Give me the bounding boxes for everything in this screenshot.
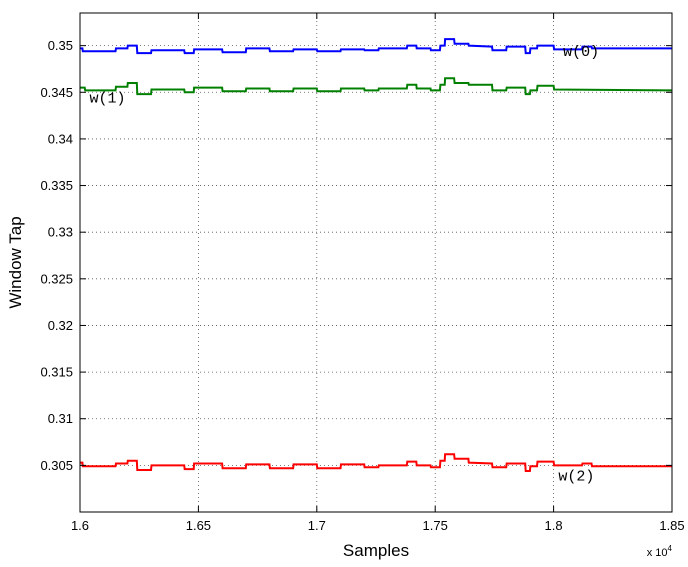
y-axis-label: Window Tap (6, 216, 25, 308)
x-axis-multiplier-base: x 10 (647, 547, 668, 559)
plot-frame (79, 12, 673, 513)
annotations: w(0) w(1) w(2) (89, 44, 599, 485)
y-tick-label: 0.32 (48, 318, 73, 333)
curve-label: w(2) (558, 468, 594, 485)
x-tick-label: 1.6 (71, 518, 89, 533)
y-tick-label: 0.325 (40, 271, 73, 286)
x-axis-label: Samples (343, 541, 409, 560)
x-tick-label: 1.75 (423, 518, 448, 533)
x-tick-label: 1.8 (545, 518, 563, 533)
y-tick-label: 0.31 (48, 411, 73, 426)
curve-label: w(0) (563, 44, 599, 61)
y-tick-label: 0.35 (48, 38, 73, 53)
y-tick-label: 0.315 (40, 365, 73, 380)
series-line (80, 453, 672, 472)
y-tick-label: 0.33 (48, 225, 73, 240)
x-tick-label: 1.65 (186, 518, 211, 533)
series-line (80, 38, 672, 55)
curve-label: w(1) (89, 91, 125, 108)
y-tick-label: 0.305 (40, 458, 73, 473)
grid (80, 13, 672, 512)
y-tick-label: 0.345 (40, 85, 73, 100)
x-axis-multiplier: x 104 (647, 544, 673, 559)
ticks (79, 13, 673, 512)
y-tick-label: 0.335 (40, 178, 73, 193)
series-layer (80, 38, 673, 472)
y-tick-label: 0.34 (48, 131, 73, 146)
x-axis-multiplier-exponent: 4 (668, 544, 673, 553)
series-line (80, 77, 673, 96)
tick-labels: 1.6 1.65 1.7 1.75 1.8 1.85 0.305 0.31 0.315 0.32 0… (40, 38, 684, 533)
x-tick-label: 1.7 (308, 518, 326, 533)
x-tick-label: 1.85 (659, 518, 684, 533)
